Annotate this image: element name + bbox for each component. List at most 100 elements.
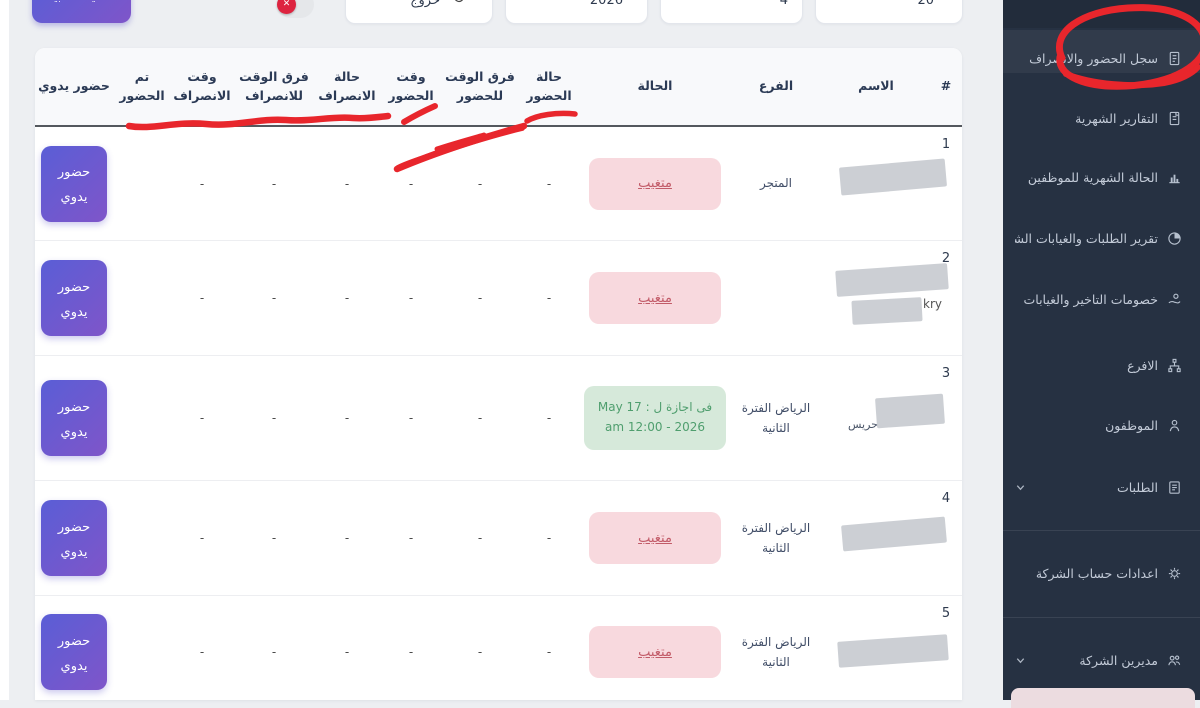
sidebar-item-requests-absences-report[interactable]: تقرير الطلبات والغيابات الشهري: [1003, 218, 1200, 258]
att-status-cell: -: [546, 531, 552, 545]
refresh-icon: [455, 0, 463, 3]
branch-cell: الرياض الفترة الثانية: [741, 520, 811, 555]
sidebar-item-employees[interactable]: الموظفون: [1003, 405, 1200, 445]
redaction-box: [875, 393, 945, 429]
sidebar-item-company-managers[interactable]: مديرين الشركة: [1003, 640, 1200, 680]
branch-cell: المتجر: [760, 176, 792, 191]
sidebar-top-shade: [1003, 0, 1200, 28]
filter-select-year[interactable]: 2026: [505, 0, 648, 24]
manual-cell: حضور يدوي: [35, 500, 114, 576]
row-number: 5: [941, 606, 951, 621]
person-icon: [1169, 419, 1180, 431]
att-status-cell: -: [546, 291, 552, 305]
employee-name-redacted: [822, 481, 947, 595]
att-time-cell: -: [408, 531, 414, 545]
redaction-box: [838, 158, 948, 196]
out-time-cell: -: [199, 176, 205, 191]
sidebar-item-attendance-log[interactable]: سجل الحضور والانصراف: [1003, 38, 1200, 78]
att-diff-cell: -: [477, 645, 483, 659]
status-cell: متغيب: [580, 512, 730, 564]
manual-cell: حضور يدوي: [35, 260, 114, 336]
status-badge-absent[interactable]: متغيب: [589, 157, 721, 210]
sidebar-divider: [1003, 617, 1200, 618]
row-number: 3: [941, 366, 951, 381]
leave-line2: 2026 - 12:00 am: [605, 420, 705, 434]
branch-cell: الرياض الفترة الثانية: [741, 634, 811, 669]
toggle-switch[interactable]: ✕: [277, 0, 314, 18]
col-header-attended: تم الحضور: [119, 69, 165, 103]
col-header-status: الحالة: [637, 78, 673, 94]
employee-name-redacted: [822, 596, 949, 700]
out-diff-cell: -: [271, 531, 277, 545]
filter-select-type-value: خروج: [410, 0, 440, 8]
att-diff-cell: -: [477, 176, 483, 191]
col-header-name: الاسم: [858, 78, 894, 94]
filter-action-button[interactable]: تصفية الطلبية: [32, 0, 131, 23]
out-time-cell: -: [199, 645, 205, 659]
status-badge-leave: فى اجازة ل : May 17 2026 - 12:00 am: [584, 386, 726, 450]
sidebar-alert-banner: [1011, 688, 1195, 708]
manual-attendance-button[interactable]: حضور يدوي: [41, 500, 107, 576]
att-diff-cell: -: [477, 411, 483, 425]
manual-cell: حضور يدوي: [35, 614, 114, 690]
col-header-out-time: وقت الانصراف: [173, 69, 231, 103]
manual-attendance-button[interactable]: حضور يدوي: [41, 260, 107, 336]
table-header-row: # الاسم الفرع الحالة حالة الحضور فرق الو…: [35, 48, 962, 127]
manual-attendance-button[interactable]: حضور يدوي: [41, 614, 107, 690]
table-row: 4 الرياض الفترة الثانية متغيب - - - - - …: [35, 481, 962, 596]
col-header-branch: الفرع: [758, 78, 794, 94]
status-badge-absent[interactable]: متغيب: [589, 512, 721, 564]
att-time-cell: -: [408, 411, 414, 425]
filter-select-month[interactable]: 4: [660, 0, 803, 24]
users-icon: [1168, 655, 1181, 665]
page-left-margin: [0, 0, 9, 700]
col-header-att-time: وقت الحضور: [388, 69, 434, 103]
out-time-cell: -: [199, 411, 205, 425]
leave-line1: فى اجازة ل : May 17: [597, 400, 713, 415]
table-row: 5 الرياض الفترة الثانية متغيب - - - - - …: [35, 596, 962, 700]
out-status-cell: -: [344, 291, 350, 305]
bar-chart-icon: [1169, 174, 1180, 183]
att-diff-cell: -: [477, 291, 483, 305]
chevron-down-icon: [1016, 484, 1025, 490]
att-time-cell: -: [408, 291, 414, 305]
col-header-index: #: [940, 78, 952, 94]
table-row: 1 المتجر متغيب - - - - - - حضور يدوي: [35, 127, 962, 241]
sidebar-item-monthly-status[interactable]: الحالة الشهرية للموظفين: [1003, 157, 1200, 197]
sidebar-item-deductions[interactable]: خصومات التاخير والغيابات: [1003, 279, 1200, 319]
manual-attendance-button[interactable]: حضور يدوي: [41, 145, 107, 222]
sidebar-item-monthly-reports[interactable]: التقارير الشهرية: [1003, 98, 1200, 138]
out-time-cell: -: [199, 291, 205, 305]
out-status-cell: -: [344, 411, 350, 425]
status-badge-absent[interactable]: متغيب: [589, 626, 721, 678]
att-diff-cell: -: [477, 531, 483, 545]
row-number: 1: [941, 137, 951, 152]
filter-select-day[interactable]: 20: [815, 0, 963, 24]
filter-select-month-value: 4: [779, 0, 788, 8]
att-status-cell: -: [546, 176, 552, 191]
out-time-cell: -: [199, 531, 205, 545]
out-status-cell: -: [344, 531, 350, 545]
col-header-manual: حضور يدوي: [38, 78, 110, 94]
sitemap-icon: [1168, 358, 1181, 372]
sidebar-item-requests[interactable]: الطلبات: [1003, 467, 1200, 507]
employee-name-redacted: [822, 127, 948, 240]
redaction-box: [837, 634, 949, 668]
gear-icon: [1168, 567, 1181, 579]
col-header-out-diff: فرق الوقت للانصراف: [239, 69, 309, 103]
out-diff-cell: -: [271, 645, 277, 659]
status-badge-absent[interactable]: متغيب: [589, 272, 721, 324]
filter-action-label: تصفية الطلبية: [48, 0, 116, 3]
filter-select-type[interactable]: خروج: [345, 0, 493, 24]
sidebar-item-company-settings[interactable]: اعدادات حساب الشركة: [1003, 553, 1200, 593]
attendance-log-icon: [1169, 51, 1180, 65]
col-header-att-status: حالة الحضور: [526, 69, 572, 103]
monthly-reports-icon: [1169, 111, 1180, 125]
manual-attendance-button[interactable]: حضور يدوي: [41, 380, 107, 456]
filter-select-year-value: 2026: [589, 0, 623, 8]
out-status-cell: -: [344, 645, 350, 659]
redaction-box: [835, 263, 949, 297]
table-row: 3 حريس الرياض الفترة الثانية فى اجازة ل …: [35, 356, 962, 481]
att-status-cell: -: [546, 645, 552, 659]
sidebar-item-branches[interactable]: الافرع: [1003, 345, 1200, 385]
